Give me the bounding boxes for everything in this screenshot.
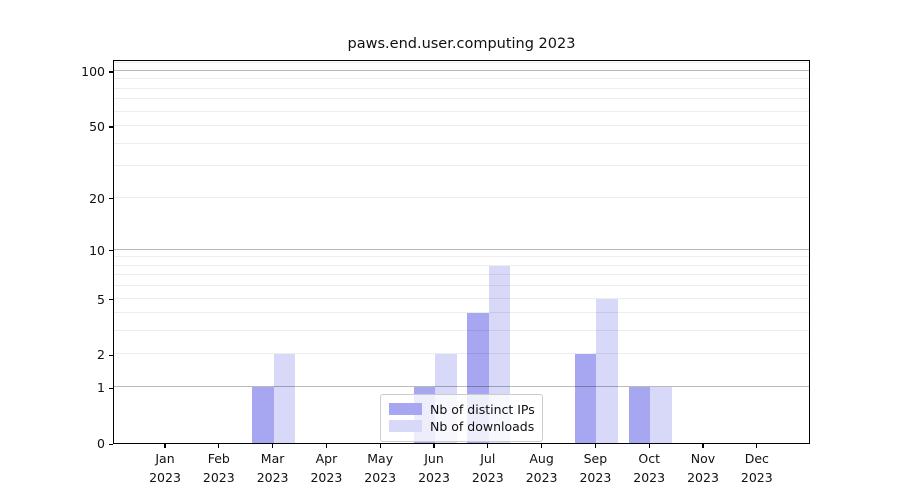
ytick-label-2: 2 [97, 347, 105, 363]
ytick-mark-100 [109, 71, 113, 73]
gridline-70 [114, 98, 809, 100]
gridline-110 [114, 62, 809, 64]
legend-row-distinct-ips: Nb of distinct IPs [389, 401, 535, 417]
ytick-label-50: 50 [89, 118, 105, 134]
xtick-mark-sep [594, 444, 597, 448]
ytick-mark-1 [109, 387, 113, 389]
plot-area: Nb of distinct IPs Nb of downloads [113, 60, 810, 444]
ytick-label-10: 10 [89, 242, 105, 258]
gridline-5 [114, 297, 809, 299]
gridline-60 [114, 110, 809, 112]
xtick-label-aug: Aug 2023 [525, 451, 558, 485]
ytick-mark-50 [109, 126, 113, 128]
xtick-label-jul: Jul 2023 [471, 451, 504, 485]
xtick-mark-mar [272, 444, 274, 448]
xtick-label-oct: Oct 2023 [633, 451, 666, 485]
gridline-20 [114, 196, 809, 198]
xtick-label-jun: Jun 2023 [418, 451, 450, 485]
gridline-90 [114, 78, 809, 80]
gridline-4 [114, 312, 809, 314]
xtick-mark-nov [702, 444, 704, 448]
xtick-label-nov: Nov 2023 [687, 451, 719, 485]
xtick-mark-aug [541, 444, 543, 448]
xtick-mark-oct [648, 444, 650, 448]
ytick-label-0: 0 [97, 436, 105, 451]
gridline-2 [114, 353, 809, 355]
gridline-1 [114, 386, 809, 388]
legend-label-distinct-ips: Nb of distinct IPs [430, 401, 535, 417]
gridline-7 [114, 274, 809, 276]
gridline-9 [114, 256, 809, 258]
legend-label-downloads: Nb of downloads [430, 418, 535, 434]
legend-swatch-downloads-icon [389, 420, 422, 432]
xtick-mark-jul [487, 444, 489, 448]
grid-layer [114, 61, 809, 443]
xtick-mark-dec [756, 444, 758, 448]
xtick-mark-jun [433, 444, 435, 448]
legend-row-downloads: Nb of downloads [389, 418, 534, 434]
ytick-mark-5 [109, 299, 113, 301]
xtick-mark-feb [218, 444, 220, 448]
xtick-label-apr: Apr 2023 [310, 451, 343, 485]
bar-distinct-ips-sep [574, 354, 597, 443]
legend-swatch-distinct-ips-icon [389, 403, 422, 415]
xtick-label-sep: Sep 2023 [579, 451, 612, 485]
ytick-mark-20 [109, 198, 113, 200]
gridline-8 [114, 264, 809, 266]
bar-downloads-sep [596, 298, 618, 443]
ytick-label-100: 100 [81, 63, 105, 79]
xtick-mark-may [379, 444, 381, 448]
gridline-30 [114, 165, 809, 167]
bar-downloads-mar [273, 354, 296, 443]
bar-downloads-oct [650, 387, 672, 443]
gridline-10 [114, 248, 809, 250]
gridline-40 [114, 142, 809, 144]
ytick-mark-10 [109, 250, 113, 252]
xtick-label-jan: Jan 2023 [149, 451, 181, 485]
chart-title: paws.end.user.computing 2023 [347, 36, 576, 52]
legend: Nb of distinct IPs Nb of downloads [380, 394, 543, 442]
gridline-3 [114, 330, 809, 332]
ytick-label-5: 5 [97, 291, 105, 307]
xtick-mark-apr [325, 444, 328, 448]
gridline-80 [114, 87, 809, 89]
xtick-label-dec: Dec 2023 [740, 451, 773, 485]
ytick-label-1: 1 [97, 380, 105, 396]
xtick-label-feb: Feb 2023 [202, 451, 235, 485]
ytick-mark-0 [109, 443, 113, 445]
xtick-label-mar: Mar 2023 [256, 451, 289, 485]
gridline-100 [114, 69, 809, 71]
ytick-mark-2 [109, 354, 113, 357]
gridline-50 [114, 125, 809, 126]
xtick-mark-jan [164, 444, 166, 448]
bar-distinct-ips-mar [252, 387, 274, 443]
gridline-6 [114, 285, 809, 287]
ytick-label-20: 20 [89, 190, 105, 206]
bar-distinct-ips-oct [628, 387, 651, 443]
xtick-label-may: May 2023 [364, 451, 397, 485]
